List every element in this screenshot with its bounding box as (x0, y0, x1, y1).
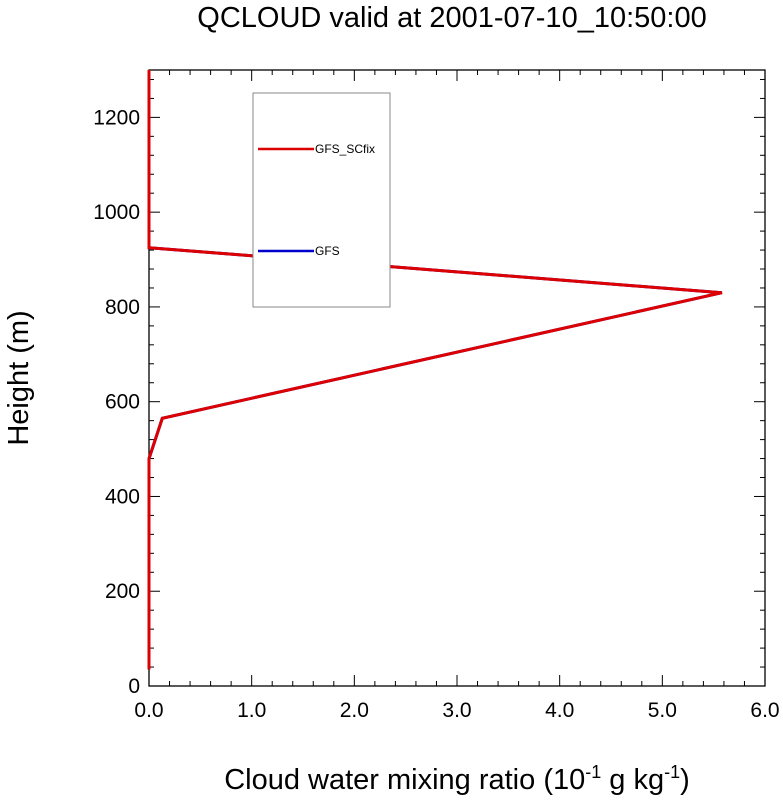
x-tick-label: 6.0 (750, 699, 779, 722)
y-tick-label: 800 (105, 296, 140, 319)
series-layer (147, 70, 723, 670)
legend: GFS_SCfix GFS (252, 92, 391, 308)
y-tick-label: 1000 (93, 201, 140, 224)
axis-ticks (148, 70, 766, 687)
y-tick-label: 1200 (93, 106, 140, 129)
series-line-gfs-scfix (147, 70, 723, 670)
y-tick-label: 200 (105, 580, 140, 603)
y-axis-label: Height (m) (3, 310, 35, 445)
y-tick-label: 600 (105, 391, 140, 414)
x-axis-label: Cloud water mixing ratio (10-1 g kg-1) (224, 762, 690, 796)
y-tick-label: 400 (105, 485, 140, 508)
x-tick-label: 3.0 (442, 699, 471, 722)
legend-box (252, 92, 391, 308)
legend-label-gfs-scfix: GFS_SCfix (315, 142, 375, 156)
plot-frame (148, 69, 766, 687)
x-tick-labels: 0.0 1.0 2.0 3.0 4.0 5.0 6.0 (134, 699, 779, 722)
y-tick-label: 0 (128, 675, 140, 698)
x-tick-label: 4.0 (545, 699, 574, 722)
x-tick-label: 5.0 (648, 699, 677, 722)
chart-title: QCLOUD valid at 2001-07-10_10:50:00 (197, 2, 706, 34)
x-tick-label: 1.0 (237, 699, 266, 722)
legend-label-gfs: GFS (315, 244, 340, 258)
y-tick-labels: 0 200 400 600 800 1000 1200 (93, 106, 140, 698)
x-tick-label: 0.0 (134, 699, 163, 722)
x-tick-label: 2.0 (340, 699, 369, 722)
series-line-gfs (147, 70, 723, 670)
